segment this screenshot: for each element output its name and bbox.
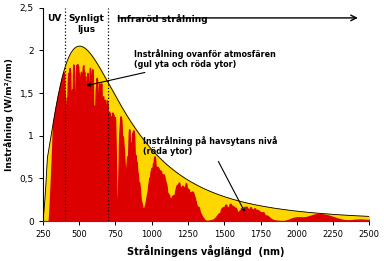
Text: Instrålning på havsytans nivå
(röda ytor): Instrålning på havsytans nivå (röda ytor… [143, 136, 278, 211]
Text: Infraröd strålning: Infraröd strålning [117, 15, 208, 25]
Text: Synligt
ljus: Synligt ljus [68, 15, 104, 34]
Y-axis label: Instrålning (W/m²/nm): Instrålning (W/m²/nm) [4, 58, 14, 171]
X-axis label: Strålningens våglängd  (nm): Strålningens våglängd (nm) [127, 245, 285, 257]
Text: UV: UV [46, 15, 61, 23]
Text: Instrålning ovanför atmosfären
(gul yta och röda ytor): Instrålning ovanför atmosfären (gul yta … [88, 49, 276, 86]
